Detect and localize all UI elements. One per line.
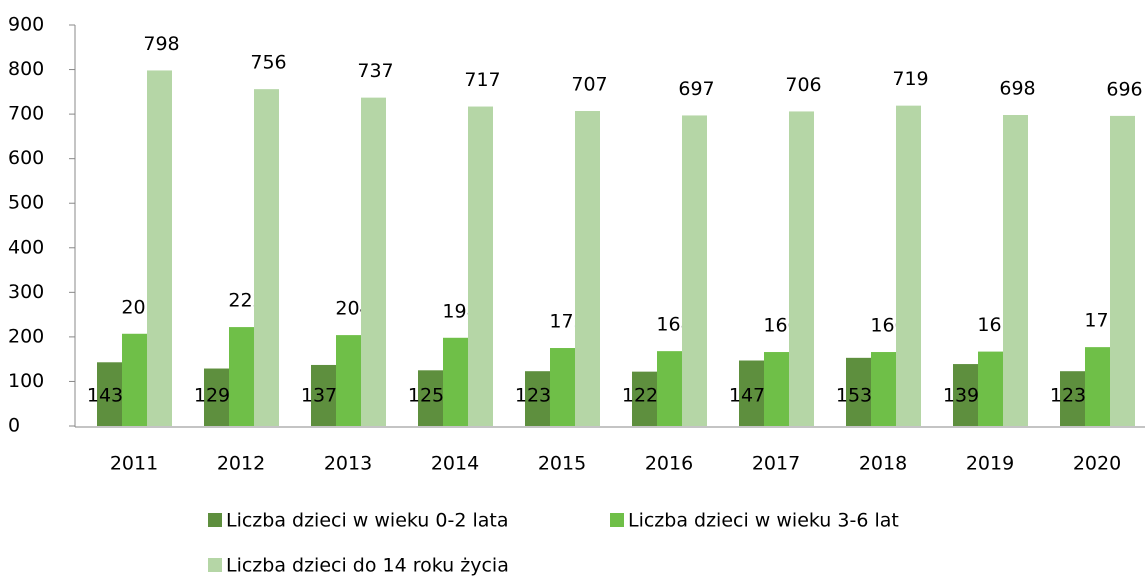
data-label: 756 xyxy=(250,52,286,74)
legend-swatch xyxy=(610,513,624,527)
data-label: 706 xyxy=(785,74,821,96)
data-label: 153 xyxy=(836,385,872,407)
data-label: 719 xyxy=(892,68,928,90)
data-label: 798 xyxy=(143,33,179,55)
y-tick-label: 100 xyxy=(8,370,44,392)
legend-label: Liczba dzieci do 14 roku życia xyxy=(226,555,509,577)
x-tick-label: 2014 xyxy=(431,453,479,475)
bar xyxy=(525,371,550,426)
legend-swatch xyxy=(208,558,222,572)
bar xyxy=(739,360,764,426)
bar xyxy=(361,97,386,427)
bar xyxy=(122,333,147,426)
x-tick-label: 2016 xyxy=(645,453,693,475)
bar xyxy=(1003,115,1028,426)
bar xyxy=(550,348,575,426)
bar xyxy=(1060,371,1085,426)
data-label: 698 xyxy=(999,78,1035,100)
bar xyxy=(896,105,921,426)
bar xyxy=(443,337,468,426)
data-label: 123 xyxy=(1050,385,1086,407)
x-tick-label: 2019 xyxy=(966,453,1014,475)
y-tick-label: 900 xyxy=(8,14,44,36)
data-label: 137 xyxy=(301,385,337,407)
bar xyxy=(97,362,122,426)
x-tick-label: 2017 xyxy=(752,453,800,475)
bar xyxy=(978,351,1003,426)
bar xyxy=(682,115,707,426)
bar xyxy=(632,371,657,426)
y-tick-label: 300 xyxy=(8,281,44,303)
bar xyxy=(336,335,361,426)
y-tick-label: 200 xyxy=(8,325,44,347)
bar xyxy=(789,111,814,426)
bar xyxy=(468,106,493,426)
data-label: 122 xyxy=(622,385,658,407)
bar xyxy=(254,89,279,426)
bar xyxy=(311,364,336,426)
legend-label: Liczba dzieci w wieku 3-6 lat xyxy=(628,510,899,532)
x-tick-label: 2015 xyxy=(538,453,586,475)
data-label: 147 xyxy=(729,385,765,407)
bar xyxy=(953,364,978,426)
x-tick-label: 2011 xyxy=(110,453,158,475)
data-label: 717 xyxy=(464,69,500,91)
data-label: 143 xyxy=(87,385,123,407)
x-tick-label: 2018 xyxy=(859,453,907,475)
y-tick-label: 800 xyxy=(8,58,44,80)
y-tick-label: 400 xyxy=(8,236,44,258)
data-label: 707 xyxy=(571,73,607,95)
bar xyxy=(418,370,443,426)
data-label: 125 xyxy=(408,385,444,407)
x-tick-label: 2012 xyxy=(217,453,265,475)
data-label: 696 xyxy=(1106,78,1142,100)
data-label: 139 xyxy=(943,385,979,407)
y-tick-label: 500 xyxy=(8,192,44,214)
bar xyxy=(229,327,254,426)
bar xyxy=(575,110,600,427)
x-tick-label: 2020 xyxy=(1073,453,1121,475)
data-label: 737 xyxy=(357,60,393,82)
bar xyxy=(1110,115,1135,426)
legend-swatch xyxy=(208,513,222,527)
x-tick-label: 2013 xyxy=(324,453,372,475)
y-tick-label: 700 xyxy=(8,103,44,125)
data-label: 129 xyxy=(194,385,230,407)
y-tick-label: 600 xyxy=(8,147,44,169)
data-label: 123 xyxy=(515,385,551,407)
bar xyxy=(1085,347,1110,426)
bar xyxy=(846,357,871,426)
bar xyxy=(147,70,172,427)
bar xyxy=(657,351,682,426)
bar xyxy=(871,352,896,426)
bar xyxy=(204,368,229,426)
bar xyxy=(764,352,789,426)
data-label: 697 xyxy=(678,78,714,100)
legend-label: Liczba dzieci w wieku 0-2 lata xyxy=(226,510,508,532)
y-tick-label: 0 xyxy=(8,415,20,437)
